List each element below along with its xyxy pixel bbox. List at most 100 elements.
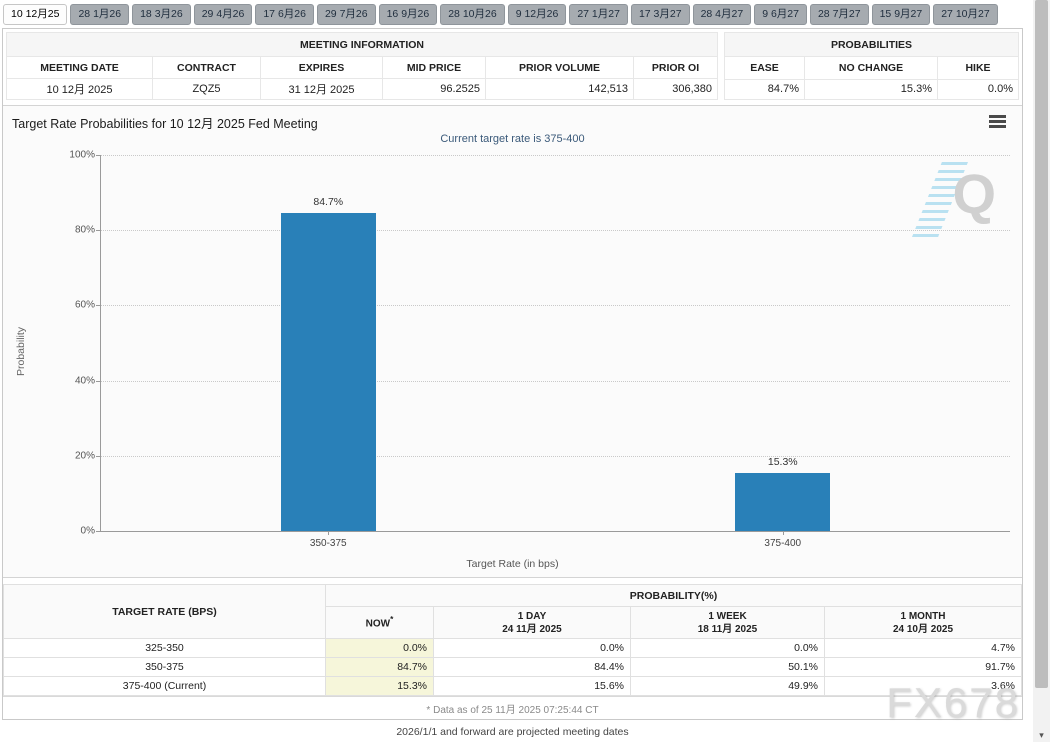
gridline bbox=[101, 455, 1010, 457]
y-tick-mark bbox=[96, 230, 101, 232]
scrollbar-thumb[interactable] bbox=[1035, 0, 1048, 688]
now-prob: 84.7% bbox=[325, 657, 434, 677]
x-tick-mark bbox=[328, 531, 330, 535]
y-tick-label: 0% bbox=[80, 525, 95, 537]
meeting-date-tab[interactable]: 17 3月27 bbox=[630, 4, 690, 25]
col-prior-volume: PRIOR VOLUME bbox=[485, 56, 634, 79]
meeting-date-tab[interactable]: 29 4月26 bbox=[193, 4, 253, 25]
now-prob: 0.0% bbox=[325, 638, 434, 658]
x-axis-title: Target Rate (in bps) bbox=[466, 558, 559, 570]
meeting-information-table: MEETING INFORMATION MEETING DATE CONTRAC… bbox=[6, 32, 718, 100]
week-prob: 0.0% bbox=[630, 638, 825, 658]
meeting-date-tab[interactable]: 9 12月26 bbox=[507, 4, 567, 25]
y-tick-label: 40% bbox=[74, 375, 95, 387]
y-tick-mark bbox=[96, 155, 101, 156]
now-label: NOW bbox=[365, 618, 391, 630]
month-prob: 91.7% bbox=[824, 657, 1022, 677]
contract-value: ZQZ5 bbox=[152, 78, 261, 100]
one-month-column-header: 1 MONTH 24 10月 2025 bbox=[824, 606, 1022, 639]
meeting-date-tab[interactable]: 28 4月27 bbox=[692, 4, 752, 25]
meeting-date-tab[interactable]: 10 12月25 bbox=[3, 4, 68, 25]
now-column-header: NOW* bbox=[325, 606, 434, 639]
meeting-tab-bar: 10 12月25 28 1月26 18 3月26 29 4月26 17 6月26 29 7… bbox=[0, 0, 1050, 27]
col-hike: HIKE bbox=[937, 56, 1019, 80]
target-rate-bps-header: TARGET RATE (BPS) bbox=[3, 584, 326, 639]
meeting-date-tab[interactable]: 9 6月27 bbox=[754, 4, 807, 25]
meeting-date-tab[interactable]: 28 1月26 bbox=[70, 4, 130, 25]
bar-value-label: 15.3% bbox=[767, 456, 798, 469]
rate-range: 350-375 bbox=[3, 657, 326, 677]
target-rate-chart-panel: Target Rate Probabilities for 10 12月 202… bbox=[3, 105, 1022, 578]
ease-value: 84.7% bbox=[724, 78, 805, 101]
bar-value-label: 84.7% bbox=[313, 195, 344, 208]
chart-subtitle: Current target rate is 375-400 bbox=[440, 133, 585, 145]
day-prob: 0.0% bbox=[433, 638, 631, 658]
col-prior-oi: PRIOR OI bbox=[633, 56, 718, 79]
mid-price-value: 96.2525 bbox=[382, 78, 486, 100]
week-prob: 49.9% bbox=[630, 676, 825, 696]
meeting-date-tab[interactable]: 27 1月27 bbox=[569, 4, 628, 25]
col-contract: CONTRACT bbox=[152, 56, 261, 79]
chart-menu-icon[interactable] bbox=[989, 115, 1006, 130]
one-day-column-header: 1 DAY 24 11月 2025 bbox=[433, 606, 631, 639]
probability-pct-header: PROBABILITY(%) bbox=[325, 584, 1022, 607]
x-tick-label: 350-375 bbox=[309, 538, 347, 549]
meeting-date-tab[interactable]: 28 10月26 bbox=[440, 4, 505, 25]
target-rate-probability-table: TARGET RATE (BPS) PROBABILITY(%) NOW* 1 … bbox=[3, 584, 1022, 696]
chart-title: Target Rate Probabilities for 10 12月 202… bbox=[12, 117, 318, 131]
col-expires: EXPIRES bbox=[260, 56, 383, 79]
one-week-column-header: 1 WEEK 18 11月 2025 bbox=[630, 606, 825, 639]
rate-range: 375-400 (Current) bbox=[3, 676, 326, 696]
col-mid-price: MID PRICE bbox=[382, 56, 486, 79]
y-tick-mark bbox=[96, 455, 101, 457]
meeting-date-tab[interactable]: 27 10月27 bbox=[933, 4, 998, 25]
data-as-of-note: * Data as of 25 11月 2025 07:25:44 CT bbox=[3, 696, 1022, 719]
prior-oi-value: 306,380 bbox=[633, 78, 718, 100]
month-prob: 4.7% bbox=[824, 638, 1022, 658]
expires-value: 31 12月 2025 bbox=[260, 78, 383, 100]
y-tick-label: 100% bbox=[69, 149, 95, 161]
y-axis-title: Probability bbox=[15, 326, 27, 376]
y-tick-mark bbox=[96, 531, 101, 532]
meeting-date-tab[interactable]: 28 7月27 bbox=[809, 4, 869, 25]
no-change-value: 15.3% bbox=[804, 78, 938, 101]
y-tick-mark bbox=[96, 380, 101, 382]
col-no-change: NO CHANGE bbox=[804, 56, 938, 80]
vertical-scrollbar[interactable]: ▾ bbox=[1033, 0, 1050, 742]
probability-bar[interactable] bbox=[735, 473, 831, 531]
probability-bar[interactable] bbox=[280, 212, 376, 531]
probabilities-table: PROBABILITIES EASE NO CHANGE HIKE 84.7% … bbox=[724, 31, 1019, 101]
table-row: 350-375 84.7% 84.4% 50.1% 91.7% bbox=[3, 657, 1022, 677]
week-prob: 50.1% bbox=[630, 657, 825, 677]
scroll-down-arrow-icon[interactable]: ▾ bbox=[1039, 730, 1044, 740]
meeting-date-tab[interactable]: 18 3月26 bbox=[132, 4, 191, 25]
gridline bbox=[101, 305, 1010, 307]
gridline bbox=[101, 380, 1010, 382]
y-tick-mark bbox=[96, 305, 101, 307]
fedwatch-main-panel: MEETING INFORMATION MEETING DATE CONTRAC… bbox=[2, 28, 1023, 720]
hike-value: 0.0% bbox=[937, 78, 1019, 101]
gridline bbox=[101, 155, 1010, 156]
y-tick-label: 60% bbox=[74, 299, 95, 311]
meeting-date-tab[interactable]: 29 7月26 bbox=[316, 4, 376, 25]
meeting-info-title: MEETING INFORMATION bbox=[6, 32, 718, 57]
now-asterisk: * bbox=[390, 614, 394, 625]
meeting-date-tab[interactable]: 15 9月27 bbox=[871, 4, 931, 25]
col-meeting-date: MEETING DATE bbox=[6, 56, 153, 79]
meeting-date-tab[interactable]: 17 6月26 bbox=[255, 4, 314, 25]
top-tables-row: MEETING INFORMATION MEETING DATE CONTRAC… bbox=[3, 29, 1022, 103]
y-tick-label: 80% bbox=[74, 224, 95, 236]
table-row: 325-350 0.0% 0.0% 0.0% 4.7% bbox=[3, 638, 1022, 658]
col-ease: EASE bbox=[724, 56, 805, 80]
y-tick-label: 20% bbox=[74, 450, 95, 462]
rate-range: 325-350 bbox=[3, 638, 326, 658]
day-prob: 15.6% bbox=[433, 676, 631, 696]
meeting-date-tab[interactable]: 16 9月26 bbox=[378, 4, 438, 25]
x-tick-mark bbox=[782, 531, 784, 535]
prior-volume-value: 142,513 bbox=[485, 78, 634, 100]
month-prob: 3.6% bbox=[824, 676, 1022, 696]
now-prob: 15.3% bbox=[325, 676, 434, 696]
probabilities-title: PROBABILITIES bbox=[724, 31, 1019, 58]
projected-dates-note: 2026/1/1 and forward are projected meeti… bbox=[396, 726, 629, 738]
x-tick-label: 375-400 bbox=[764, 538, 802, 549]
